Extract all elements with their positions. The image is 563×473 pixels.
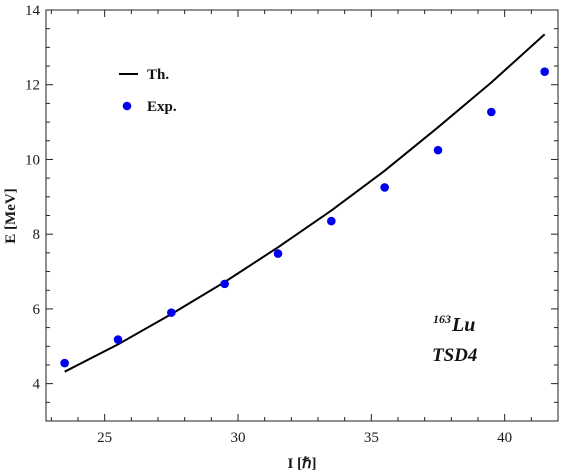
exp-data-point: [220, 279, 229, 289]
exp-data-point: [273, 249, 283, 258]
element-symbol: Lu: [451, 314, 475, 336]
y-tick-label: 10: [25, 152, 40, 168]
exp-data-point: [487, 107, 496, 117]
x-tick-label: 35: [364, 430, 379, 446]
exp-data-point: [380, 183, 389, 192]
exp-data-point: [60, 358, 69, 368]
svg-text:163Lu: 163Lu: [433, 312, 475, 336]
x-axis-title: I [ℏ]: [287, 456, 316, 472]
y-tick-label: 6: [33, 302, 41, 318]
legend: Th. Exp.: [119, 67, 177, 115]
legend-marker-swatch: [122, 101, 132, 111]
y-tick-label: 14: [25, 3, 41, 19]
legend-label-th: Th.: [147, 67, 169, 83]
x-tick-label: 30: [231, 430, 246, 446]
band-label: TSD4: [432, 345, 477, 366]
exp-data-point: [433, 145, 443, 155]
theory-line: [64, 33, 546, 373]
y-tick-label: 12: [25, 78, 40, 94]
exp-data-point: [540, 67, 549, 76]
legend-label-exp: Exp.: [147, 99, 177, 115]
x-tick-label: 25: [97, 430, 112, 446]
exp-data-point: [327, 216, 336, 226]
exp-data-point: [167, 308, 176, 317]
y-axis-title: E [MeV]: [3, 188, 19, 243]
mass-number: 163: [433, 312, 451, 326]
x-tick-label: 40: [497, 430, 512, 446]
y-tick-label: 8: [33, 227, 41, 243]
plot-frame: [45, 9, 559, 422]
exp-data-point: [113, 335, 123, 344]
y-tick-label: 4: [33, 377, 41, 393]
nucleus-annotation: 163Lu TSD4: [432, 312, 477, 366]
